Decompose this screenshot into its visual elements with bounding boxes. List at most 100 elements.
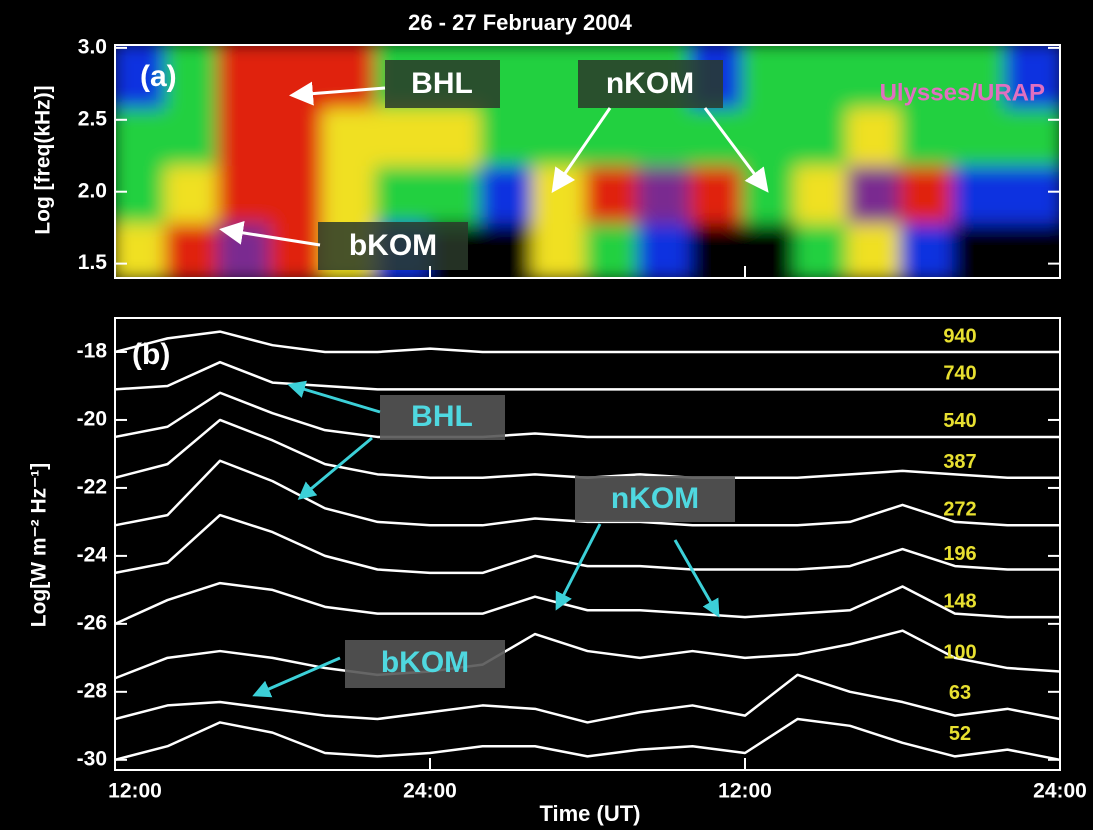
heat-cell <box>269 159 328 224</box>
heat-cell <box>952 102 1011 166</box>
heat-cell <box>689 102 748 166</box>
annotation: BHL <box>411 67 473 100</box>
heat-cell <box>479 217 538 278</box>
heat-cell <box>1004 217 1060 278</box>
x-tick-label: 24:00 <box>1033 780 1087 803</box>
y-tick-label: -20 <box>77 408 107 431</box>
annotation: bKOM <box>381 646 469 679</box>
y-tick-label: -28 <box>77 679 108 702</box>
heat-cell <box>532 159 591 224</box>
series-label: 540 <box>943 410 976 432</box>
arrow <box>289 81 386 106</box>
x-axis-label: Time (UT) <box>539 801 640 826</box>
annotation: Ulysses/URAP <box>880 79 1045 106</box>
heat-cell <box>217 102 276 166</box>
panel-b-frame <box>114 317 1061 771</box>
heat-cell <box>847 102 906 166</box>
arrows <box>219 81 769 247</box>
heat-cell <box>899 102 958 166</box>
heat-cell <box>322 45 381 109</box>
series-label: 52 <box>949 723 971 745</box>
heat-cell <box>115 45 171 109</box>
heat-cell <box>164 159 223 224</box>
heat-cell <box>164 45 223 109</box>
annotation: bKOM <box>349 229 437 262</box>
heat-cell <box>847 159 906 224</box>
heat-cell <box>427 159 486 224</box>
arrow <box>252 656 341 698</box>
arrow <box>703 107 769 193</box>
arrow <box>219 220 321 247</box>
heat-cell <box>479 102 538 166</box>
y-tick-label: -26 <box>77 611 107 634</box>
y-tick-label: -22 <box>77 475 107 498</box>
heat-cell <box>322 102 381 166</box>
arrow <box>673 539 720 618</box>
heat-cell <box>269 45 328 109</box>
heat-cell <box>952 217 1011 278</box>
heat-cell <box>794 102 853 166</box>
heat-cell <box>794 45 853 109</box>
arrow <box>555 523 602 611</box>
heat-cell <box>742 217 801 278</box>
annotation-box <box>385 60 500 108</box>
heat-cell <box>847 217 906 278</box>
arrow <box>551 107 612 193</box>
heat-cell <box>164 217 223 278</box>
heat-cell <box>374 102 433 166</box>
annotation: BHL <box>411 400 473 433</box>
heat-cell <box>532 217 591 278</box>
heat-cell <box>584 159 643 224</box>
series-line <box>114 673 1061 724</box>
y-axis-label: Log [freq(kHz)] <box>32 85 55 234</box>
series-label: 148 <box>943 590 976 612</box>
heat-cell <box>584 217 643 278</box>
y-tick-label: 1.5 <box>78 251 108 274</box>
heat-cell <box>794 217 853 278</box>
heat-cell <box>532 102 591 166</box>
heat-cell <box>427 102 486 166</box>
arrow <box>297 436 373 500</box>
series-label: 196 <box>943 543 976 565</box>
annotation-box <box>318 222 468 270</box>
y-tick-label: -24 <box>77 543 108 566</box>
arrow <box>287 380 381 414</box>
heat-cell <box>479 159 538 224</box>
annotation: nKOM <box>611 482 699 515</box>
heat-cell <box>689 159 748 224</box>
heat-cell <box>899 159 958 224</box>
heat-cell <box>637 102 696 166</box>
heat-cell <box>637 217 696 278</box>
x-tick-label: 12:00 <box>718 780 772 803</box>
series-line <box>114 717 1061 762</box>
heat-cell <box>952 45 1011 109</box>
annotation: nKOM <box>606 67 694 100</box>
heat-cell <box>847 45 906 109</box>
heat-cell <box>217 159 276 224</box>
series-label: 100 <box>943 641 976 663</box>
heat-cell <box>637 159 696 224</box>
series-line <box>114 629 1061 680</box>
annotation-box <box>578 60 723 108</box>
chart-title: 26 - 27 February 2004 <box>408 10 633 35</box>
y-tick-label: 3.0 <box>78 35 107 58</box>
annotation-box <box>575 476 735 522</box>
heat-cell <box>899 217 958 278</box>
y-tick-label: 2.0 <box>78 179 107 202</box>
heat-cell <box>374 159 433 224</box>
panel-label: (a) <box>140 60 177 93</box>
series-line <box>114 581 1060 626</box>
series-line <box>114 418 1060 479</box>
heat-cell <box>794 159 853 224</box>
heat-cell <box>1004 102 1060 166</box>
series-label: 940 <box>943 325 976 347</box>
heat-cell <box>322 159 381 224</box>
y-tick-label: 2.5 <box>78 107 108 130</box>
series-line <box>114 513 1060 575</box>
heat-cell <box>115 217 171 278</box>
heat-cell <box>217 217 276 278</box>
series-line <box>114 391 1060 439</box>
annotation-box <box>380 395 505 440</box>
heat-cell <box>742 45 801 109</box>
